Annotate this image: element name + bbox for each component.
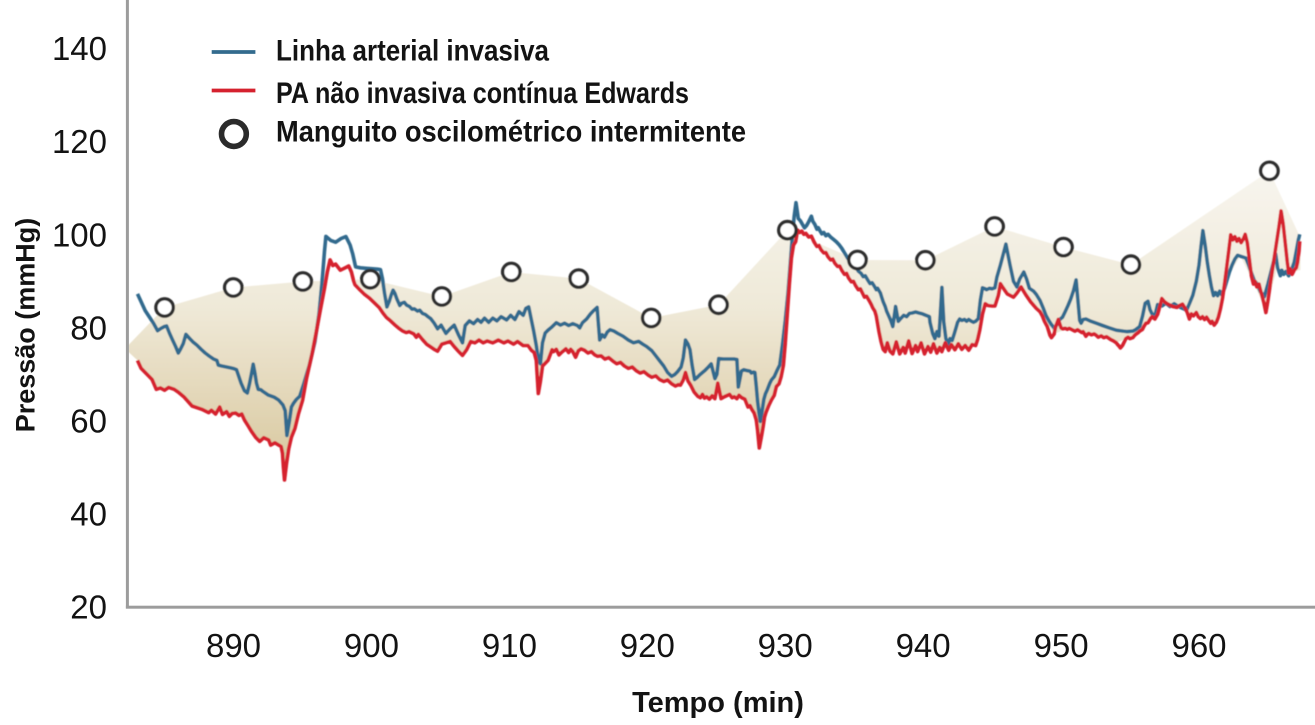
svg-text:920: 920 (620, 627, 675, 664)
svg-text:80: 80 (70, 309, 107, 346)
svg-text:20: 20 (70, 589, 107, 626)
svg-text:60: 60 (70, 402, 107, 439)
svg-text:Tempo (min): Tempo (min) (632, 687, 804, 719)
svg-text:Pressão (mmHg): Pressão (mmHg) (11, 218, 41, 433)
svg-text:900: 900 (344, 627, 399, 664)
svg-text:Linha arterial invasiva: Linha arterial invasiva (276, 35, 549, 68)
svg-text:120: 120 (52, 123, 107, 160)
svg-text:930: 930 (758, 627, 813, 664)
svg-text:950: 950 (1034, 627, 1089, 664)
svg-text:910: 910 (482, 627, 537, 664)
svg-text:890: 890 (206, 627, 261, 664)
svg-text:960: 960 (1171, 627, 1226, 664)
svg-text:940: 940 (896, 627, 951, 664)
svg-text:Manguito oscilométrico intermi: Manguito oscilométrico intermitente (276, 116, 746, 149)
svg-text:PA não invasiva contínua Edwar: PA não invasiva contínua Edwards (276, 77, 689, 110)
svg-text:100: 100 (52, 216, 107, 253)
svg-text:140: 140 (52, 30, 107, 67)
svg-text:40: 40 (70, 496, 107, 533)
